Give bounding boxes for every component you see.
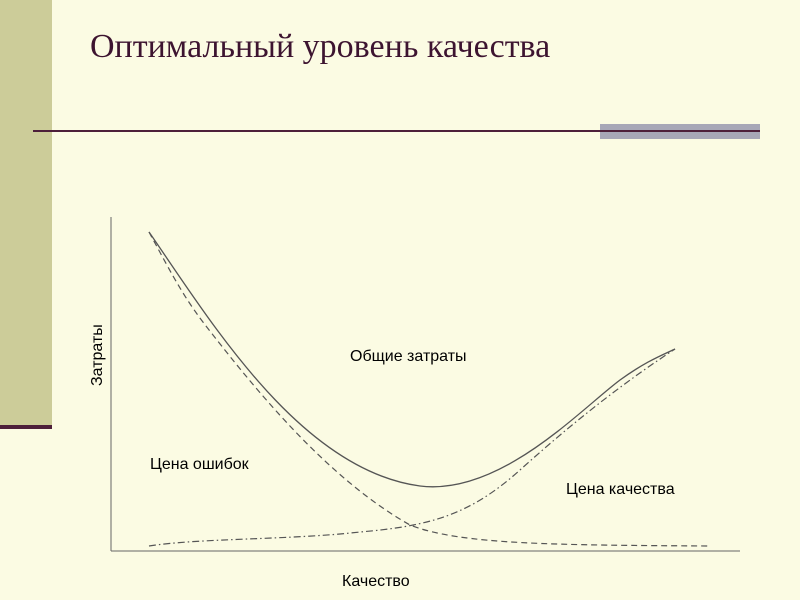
divider-accent-line: [600, 130, 760, 132]
quality-cost-curve: [148, 348, 676, 547]
left-band-accent: [0, 425, 52, 429]
quality-cost-label: Цена качества: [566, 481, 675, 498]
error-cost-label: Цена ошибок: [150, 456, 250, 473]
total-cost-label: Общие затраты: [350, 348, 467, 365]
title-divider: [33, 130, 760, 132]
error-cost-curve: [148, 231, 711, 547]
slide-title: Оптимальный уровень качества: [90, 28, 551, 65]
x-axis-label: Качество: [342, 573, 410, 590]
left-decorative-band: [0, 0, 52, 425]
y-axis-label: Затраты: [89, 324, 106, 386]
total-cost-curve: [148, 231, 676, 488]
